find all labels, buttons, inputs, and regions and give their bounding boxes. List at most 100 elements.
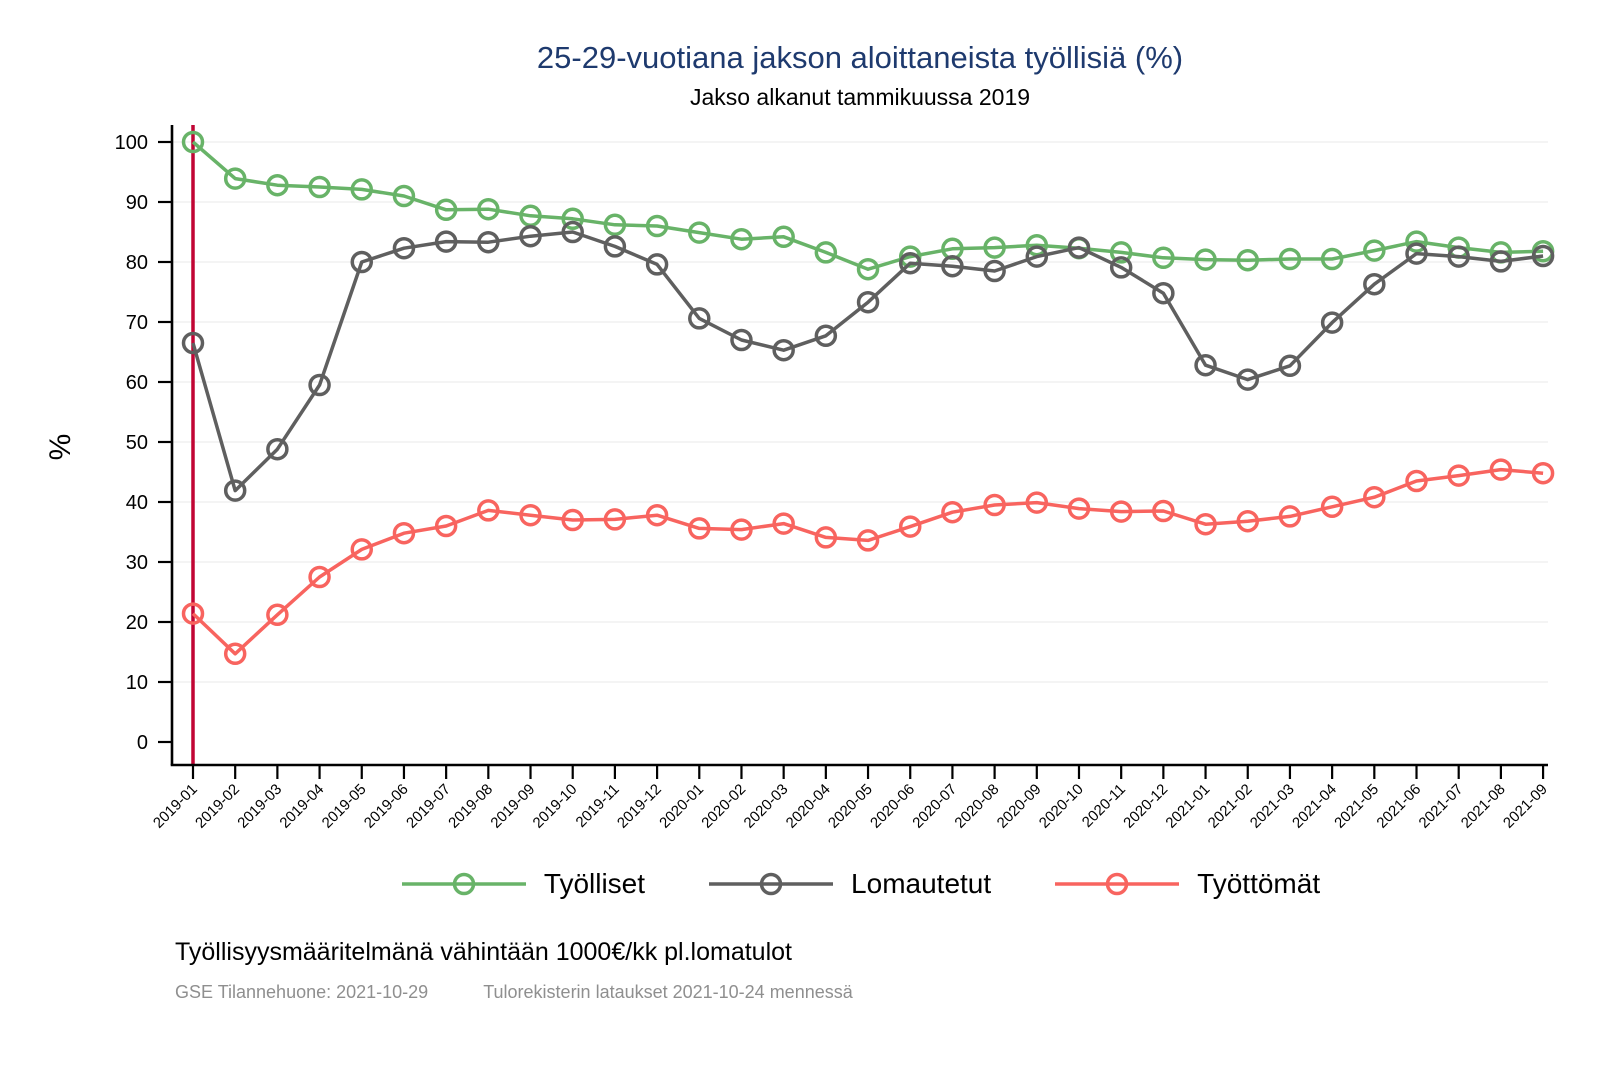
series-marker-1 — [941, 254, 964, 278]
series-marker-1 — [350, 250, 374, 274]
y-tick-label: 80 — [126, 252, 148, 274]
chart-title: 25-29-vuotiana jakson aloittaneista työl… — [536, 40, 1184, 75]
x-tick-label: 2021-05 — [1331, 781, 1382, 832]
series-marker-1 — [477, 230, 500, 254]
y-tick-label: 70 — [126, 312, 148, 334]
footnote: Työllisyysmääritelmänä vähintään 1000€/k… — [175, 938, 792, 966]
x-tick-label: 2021-06 — [1373, 781, 1424, 832]
series-marker-1 — [392, 236, 416, 260]
series-marker-1 — [1278, 354, 1302, 378]
credit-source: GSE Tilannehuone: 2021-10-29 — [175, 982, 429, 1002]
series-marker-2 — [392, 521, 416, 545]
credits: GSE Tilannehuone: 2021-10-29 Tulorekiste… — [175, 982, 853, 1003]
series-marker-0 — [181, 130, 205, 154]
series-line-1 — [191, 230, 1544, 493]
series-marker-1 — [223, 479, 247, 502]
series-marker-0 — [898, 245, 922, 268]
legend-swatch-tyolliset-icon — [401, 872, 526, 896]
x-tick-label: 2019-01 — [150, 781, 201, 832]
series-marker-2 — [561, 508, 584, 532]
x-tick-label: 2020-07 — [909, 781, 960, 832]
series-marker-2 — [266, 603, 289, 627]
series-marker-1 — [814, 324, 838, 348]
series-marker-1 — [266, 437, 289, 461]
x-tick-label: 2020-03 — [741, 781, 792, 832]
series-marker-2 — [603, 508, 627, 531]
x-tick-label: 2020-09 — [994, 781, 1045, 832]
series-marker-0 — [1278, 247, 1302, 271]
series-marker-1 — [645, 253, 669, 276]
x-tick-label: 2019-05 — [319, 781, 370, 832]
x-tick-label: 2019-07 — [403, 781, 454, 832]
series-marker-2 — [519, 503, 542, 527]
series-marker-0 — [434, 198, 458, 222]
series-marker-2 — [434, 514, 458, 538]
series-marker-2 — [941, 500, 964, 524]
legend-label-lomautetut: Lomautetut — [851, 868, 992, 899]
series-marker-2 — [1531, 461, 1555, 485]
series-marker-1 — [688, 307, 711, 330]
series-marker-0 — [561, 207, 584, 231]
x-tick-label: 2021-03 — [1247, 781, 1298, 832]
series-marker-0 — [645, 214, 669, 238]
series-marker-2 — [688, 517, 711, 540]
y-tick-label: 90 — [126, 192, 148, 214]
x-tick-label: 2019-08 — [445, 781, 496, 832]
series-marker-1 — [730, 328, 753, 352]
x-tick-label: 2019-11 — [573, 781, 623, 831]
x-tick-label: 2021-07 — [1416, 781, 1467, 832]
x-tick-label: 2019-03 — [234, 781, 285, 832]
series-line-2 — [191, 467, 1544, 656]
series-marker-0 — [1236, 248, 1259, 272]
x-tick-label: 2021-09 — [1500, 781, 1551, 832]
series-marker-2 — [1363, 485, 1386, 509]
legend-label-tyottomat: Työttömät — [1197, 868, 1321, 899]
series-marker-0 — [983, 236, 1006, 259]
series-marker-0 — [814, 241, 838, 264]
legend-item-tyottomat: Työttömät — [1053, 868, 1320, 900]
series-marker-0 — [1363, 239, 1386, 262]
legend: Työlliset Lomautetut Työttömät — [170, 868, 1550, 900]
x-tick-label: 2019-06 — [361, 781, 412, 832]
x-tick-label: 2020-10 — [1036, 781, 1087, 832]
series-marker-0 — [1109, 241, 1133, 264]
series-marker-1 — [1236, 368, 1259, 391]
series-marker-1 — [1025, 245, 1049, 268]
x-tick-label: 2021-01 — [1162, 781, 1213, 832]
series-marker-2 — [983, 493, 1006, 517]
series-marker-2 — [645, 503, 669, 527]
x-tick-label: 2020-11 — [1079, 781, 1129, 831]
series-marker-1 — [1109, 256, 1133, 279]
x-tick-label: 2020-12 — [1120, 781, 1171, 832]
legend-label-tyolliset: Työlliset — [543, 868, 646, 899]
x-tick-label: 2020-02 — [698, 781, 749, 832]
series-marker-0 — [730, 227, 753, 251]
series-marker-1 — [856, 290, 880, 314]
x-tick-label: 2019-09 — [487, 781, 538, 832]
x-tick-label: 2020-01 — [656, 781, 707, 832]
series-marker-1 — [181, 331, 205, 355]
x-tick-label: 2019-12 — [614, 781, 665, 832]
series-marker-1 — [1152, 281, 1175, 305]
y-tick-label: 40 — [126, 492, 148, 514]
series-marker-0 — [1405, 230, 1428, 253]
series-marker-1 — [1489, 250, 1513, 273]
series-marker-2 — [1447, 464, 1470, 487]
y-tick-label: 100 — [115, 132, 148, 154]
series-marker-2 — [1152, 499, 1175, 523]
series-marker-1 — [603, 235, 627, 258]
series-marker-1 — [519, 224, 542, 248]
series-marker-0 — [223, 167, 247, 190]
x-tick-label: 2019-10 — [530, 781, 581, 832]
series-marker-0 — [1025, 233, 1049, 257]
series-marker-1 — [983, 259, 1006, 283]
series-marker-0 — [856, 257, 880, 281]
y-tick-label: 50 — [126, 432, 148, 454]
series-marker-0 — [772, 225, 795, 249]
series-marker-0 — [266, 173, 289, 197]
series-marker-2 — [898, 515, 922, 538]
legend-swatch-lomautetut-icon — [709, 872, 834, 896]
series-marker-1 — [1447, 245, 1470, 268]
legend-swatch-tyottomat-icon — [1055, 872, 1180, 896]
